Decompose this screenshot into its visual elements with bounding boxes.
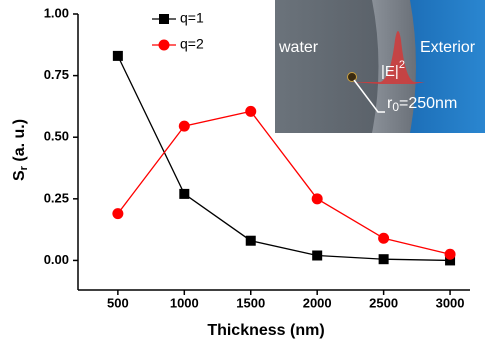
- marker: [158, 39, 170, 51]
- marker: [245, 105, 257, 117]
- y-tick-label: 1.00: [44, 5, 69, 20]
- y-tick-label: 0.25: [44, 190, 69, 205]
- series-line: [117, 55, 451, 262]
- x-tick-label: 2000: [303, 295, 332, 310]
- marker: [311, 193, 323, 205]
- inset-particle: [347, 72, 357, 82]
- x-tick-label: 2500: [369, 295, 398, 310]
- marker: [445, 255, 456, 266]
- marker: [179, 188, 190, 199]
- marker: [159, 14, 169, 24]
- series-line: [117, 110, 451, 255]
- x-axis-label: Thickness (nm): [207, 322, 324, 339]
- y-tick-label: 0.00: [44, 252, 69, 267]
- inset-pointer: [353, 79, 385, 113]
- legend-label: q=2: [180, 36, 204, 52]
- marker: [312, 250, 323, 261]
- inset-label: |E|2: [381, 59, 405, 80]
- marker: [112, 50, 123, 61]
- y-axis-label: Sr (a. u.): [11, 119, 30, 181]
- x-tick-label: 1000: [170, 295, 199, 310]
- marker: [112, 208, 124, 220]
- legend-label: q=1: [180, 10, 204, 26]
- marker: [178, 120, 190, 132]
- x-tick-label: 1500: [236, 295, 265, 310]
- y-tick-label: 0.75: [44, 67, 69, 82]
- y-tick-label: 0.50: [44, 129, 69, 144]
- inset-exterior: [410, 0, 485, 133]
- inset-label: r0=250nm: [387, 95, 457, 114]
- inset-label: Exterior: [420, 39, 476, 56]
- x-tick-label: 500: [107, 295, 129, 310]
- inset: water Exterior |E|2 r0=250nm: [275, 0, 485, 133]
- marker: [378, 254, 389, 265]
- marker: [444, 248, 456, 260]
- x-tick-label: 3000: [436, 295, 465, 310]
- inset-field-peak: [352, 31, 425, 84]
- inset-label: water: [278, 39, 319, 56]
- marker: [378, 232, 390, 244]
- marker: [245, 235, 256, 246]
